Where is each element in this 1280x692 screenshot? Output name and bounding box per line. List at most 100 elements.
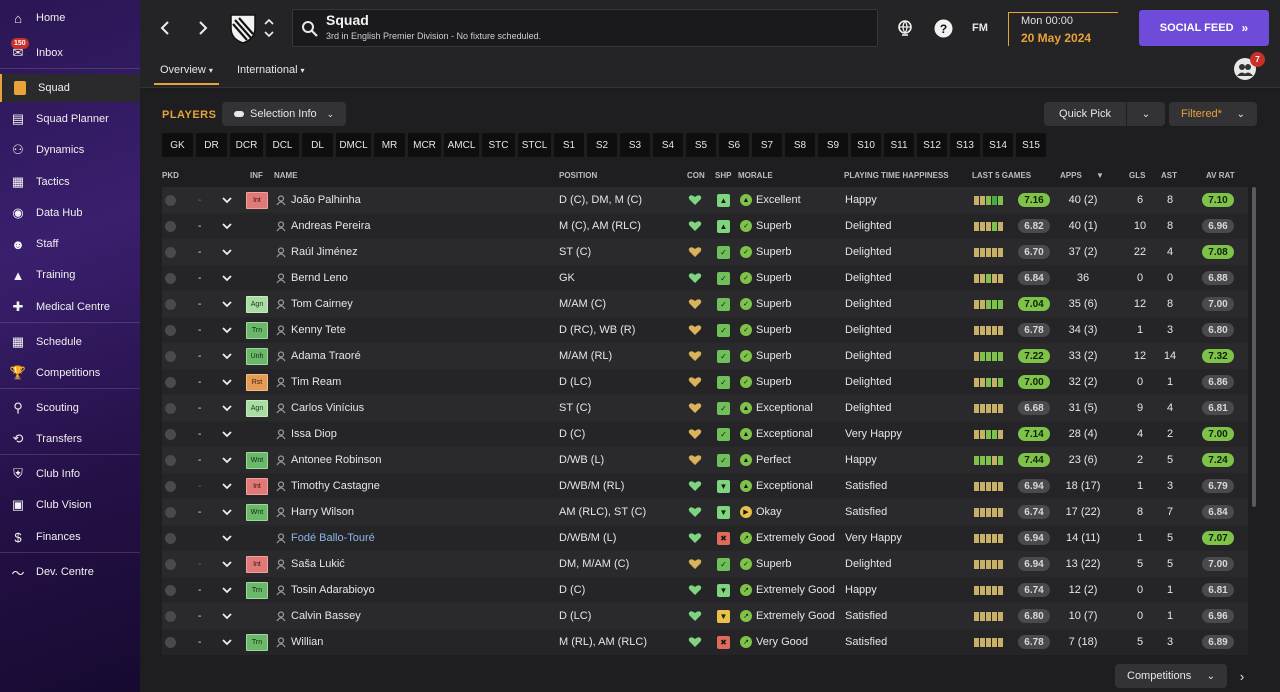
- player-name[interactable]: Fodé Ballo-Touré: [291, 532, 375, 544]
- sidebar-item-schedule[interactable]: ▦ Schedule: [0, 328, 140, 356]
- sidebar-item-training[interactable]: ▲ Training: [0, 261, 140, 289]
- picked-indicator[interactable]: [165, 551, 177, 577]
- picked-indicator[interactable]: [165, 473, 177, 499]
- row-dropdown-button[interactable]: [222, 395, 234, 421]
- row-dropdown-button[interactable]: [222, 369, 234, 395]
- picked-indicator[interactable]: [165, 395, 177, 421]
- position-filter-dcl[interactable]: DCL: [266, 133, 299, 157]
- sidebar-item-club-vision[interactable]: ▣ Club Vision: [0, 491, 140, 519]
- selection-status[interactable]: -: [198, 636, 202, 648]
- inf-cell[interactable]: Unh: [246, 343, 268, 369]
- col-last-5-games[interactable]: LAST 5 GAMES: [972, 171, 1032, 180]
- player-name[interactable]: Harry Wilson: [291, 506, 354, 518]
- row-dropdown-button[interactable]: [222, 525, 234, 551]
- sidebar-item-dynamics[interactable]: ⚇ Dynamics: [0, 136, 140, 164]
- position-filter-mcr[interactable]: MCR: [408, 133, 441, 157]
- position-filter-s2[interactable]: S2: [587, 133, 617, 157]
- forward-button[interactable]: [192, 16, 214, 40]
- selection-info-button[interactable]: Selection Info ⌄: [222, 102, 346, 126]
- position-filter-s6[interactable]: S6: [719, 133, 749, 157]
- row-dropdown-button[interactable]: [222, 343, 234, 369]
- col-shp[interactable]: SHP: [715, 171, 732, 180]
- help-button[interactable]: ?: [932, 17, 954, 39]
- position-filter-s7[interactable]: S7: [752, 133, 782, 157]
- info-badge[interactable]: Int: [246, 555, 268, 573]
- inf-cell[interactable]: Int: [246, 551, 268, 577]
- info-badge[interactable]: Int: [246, 477, 268, 495]
- row-dropdown-button[interactable]: [222, 577, 234, 603]
- col-playing-time-happiness[interactable]: PLAYING TIME HAPPINESS: [844, 171, 949, 180]
- row-dropdown-button[interactable]: [222, 603, 234, 629]
- row-dropdown-button[interactable]: [222, 291, 234, 317]
- info-badge[interactable]: Int: [246, 191, 268, 209]
- selection-status[interactable]: -: [198, 272, 202, 284]
- table-row[interactable]: - Wnt Harry Wilson AM (RLC), ST (C) ▼ ▶ Okay Sa…: [162, 499, 1248, 525]
- player-name[interactable]: Tom Cairney: [291, 298, 353, 310]
- position-filter-mr[interactable]: MR: [374, 133, 405, 157]
- info-badge[interactable]: Wnt: [246, 503, 268, 521]
- player-name[interactable]: Raúl Jiménez: [291, 246, 358, 258]
- globe-button[interactable]: [894, 17, 916, 39]
- picked-indicator[interactable]: [165, 265, 177, 291]
- picked-indicator[interactable]: [165, 499, 177, 525]
- row-dropdown-button[interactable]: [222, 421, 234, 447]
- player-name[interactable]: Andreas Pereira: [291, 220, 371, 232]
- position-filter-s5[interactable]: S5: [686, 133, 716, 157]
- position-filter-stc[interactable]: STC: [482, 133, 515, 157]
- position-filter-dl[interactable]: DL: [302, 133, 333, 157]
- position-filter-stcl[interactable]: STCL: [518, 133, 551, 157]
- position-filter-dr[interactable]: DR: [196, 133, 227, 157]
- position-filter-s14[interactable]: S14: [983, 133, 1013, 157]
- sidebar-item-squad[interactable]: Squad: [0, 74, 140, 102]
- back-button[interactable]: [154, 16, 176, 40]
- position-filter-dmcl[interactable]: DMCL: [336, 133, 371, 157]
- info-badge[interactable]: Wnt: [246, 451, 268, 469]
- selection-status[interactable]: -: [198, 506, 202, 518]
- table-row[interactable]: - Agn Carlos Vinícius ST (C) ✓ ▲ Exceptional De…: [162, 395, 1248, 421]
- player-name[interactable]: Adama Traoré: [291, 350, 361, 362]
- inf-cell[interactable]: Agn: [246, 291, 268, 317]
- position-filter-s8[interactable]: S8: [785, 133, 815, 157]
- sidebar-item-dev-centre[interactable]: 〜 Dev. Centre: [0, 558, 140, 586]
- table-scrollbar[interactable]: [1252, 187, 1256, 507]
- club-crest-button[interactable]: [228, 11, 258, 45]
- quick-pick-dropdown-button[interactable]: ⌄: [1127, 102, 1165, 126]
- position-filter-gk[interactable]: GK: [162, 133, 193, 157]
- player-name[interactable]: Bernd Leno: [291, 272, 348, 284]
- next-page-button[interactable]: ›: [1234, 667, 1250, 685]
- player-name[interactable]: Saša Lukić: [291, 558, 345, 570]
- date-display[interactable]: Mon 00:00 20 May 2024: [1008, 12, 1118, 46]
- sidebar-item-scouting[interactable]: ⚲ Scouting: [0, 394, 140, 422]
- table-row[interactable]: - Agn Tom Cairney M/AM (C) ✓ ✓ Superb Delighted…: [162, 291, 1248, 317]
- table-row[interactable]: - Trn Kenny Tete D (RC), WB (R) ✓ ✓ Superb Deli…: [162, 317, 1248, 343]
- col-gls[interactable]: GLS: [1129, 171, 1146, 180]
- selection-status[interactable]: -: [198, 220, 202, 232]
- picked-indicator[interactable]: [165, 577, 177, 603]
- position-filter-s1[interactable]: S1: [554, 133, 584, 157]
- selection-status[interactable]: -: [198, 246, 202, 258]
- position-filter-amcl[interactable]: AMCL: [444, 133, 479, 157]
- row-dropdown-button[interactable]: [222, 239, 234, 265]
- selection-status[interactable]: -: [198, 610, 202, 622]
- position-filter-s10[interactable]: S10: [851, 133, 881, 157]
- club-switch-button[interactable]: [262, 14, 276, 42]
- sidebar-item-data-hub[interactable]: ◉ Data Hub: [0, 199, 140, 227]
- sidebar-item-tactics[interactable]: ▦ Tactics: [0, 168, 140, 196]
- player-name[interactable]: Tosin Adarabioyo: [291, 584, 375, 596]
- picked-indicator[interactable]: [165, 603, 177, 629]
- selection-status[interactable]: -: [198, 324, 202, 336]
- inf-cell[interactable]: Agn: [246, 395, 268, 421]
- sidebar-item-staff[interactable]: ☻ Staff: [0, 230, 140, 258]
- table-row[interactable]: - Bernd Leno GK ✓ ✓ Superb Delighted 6.84 36 0 0 6.…: [162, 265, 1248, 291]
- row-dropdown-button[interactable]: [222, 499, 234, 525]
- selection-status[interactable]: -: [198, 584, 202, 596]
- picked-indicator[interactable]: [165, 317, 177, 343]
- sidebar-item-club-info[interactable]: ⛨ Club Info: [0, 460, 140, 488]
- selection-status[interactable]: -: [198, 376, 202, 388]
- picked-indicator[interactable]: [165, 369, 177, 395]
- position-filter-s15[interactable]: S15: [1016, 133, 1046, 157]
- position-filter-s11[interactable]: S11: [884, 133, 914, 157]
- sidebar-item-competitions[interactable]: 🏆 Competitions: [0, 359, 140, 387]
- player-name[interactable]: João Palhinha: [291, 194, 361, 206]
- sidebar-item-inbox[interactable]: ✉ 150 Inbox: [0, 38, 140, 67]
